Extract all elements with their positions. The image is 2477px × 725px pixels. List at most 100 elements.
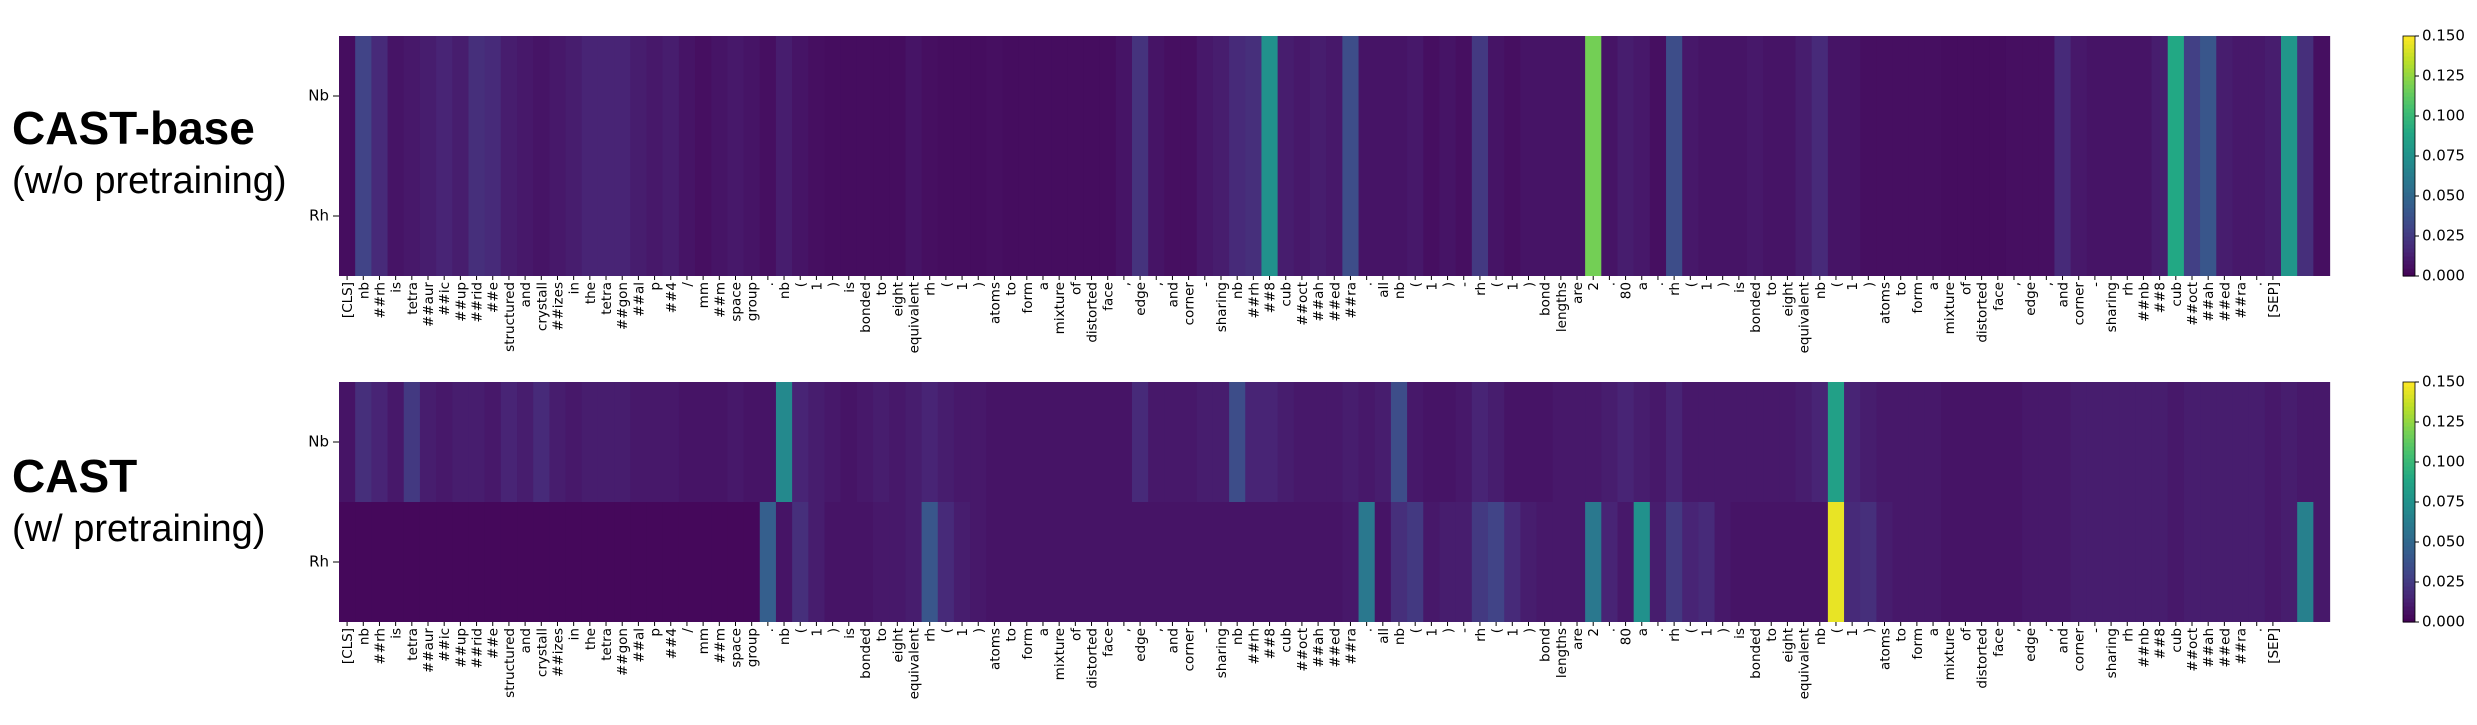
heatmap-cell xyxy=(1827,502,1845,622)
heatmap-cell xyxy=(1714,36,1732,156)
x-tick-label: corner xyxy=(2072,282,2088,326)
heatmap-cell xyxy=(2248,382,2266,502)
heatmap-cell xyxy=(1455,382,1473,502)
heatmap-cell xyxy=(1261,382,1279,502)
colorbar-segment xyxy=(2403,526,2415,531)
colorbar-tick-label: 0.100 xyxy=(2422,453,2465,471)
x-tick-label: ##oct xyxy=(2185,282,2201,326)
colorbar-segment xyxy=(2403,434,2415,439)
heatmap-cell xyxy=(775,156,793,276)
heatmap-cell xyxy=(905,382,923,502)
heatmap-cell xyxy=(1957,156,1975,276)
heatmap-cell xyxy=(1552,36,1570,156)
x-tick-label: / xyxy=(680,628,696,633)
heatmap-cell xyxy=(1196,156,1214,276)
heatmap-cell xyxy=(1649,382,1667,502)
heatmap-cell xyxy=(792,382,809,502)
heatmap-cell xyxy=(1439,502,1457,622)
heatmap-cell xyxy=(1536,382,1554,502)
heatmap-cell xyxy=(1002,382,1020,502)
x-tick-label: ##m xyxy=(712,282,728,318)
heatmap-cell xyxy=(419,502,437,622)
colorbar-segment xyxy=(2403,48,2415,53)
heatmap-cell xyxy=(1633,502,1651,622)
heatmap-cell xyxy=(484,156,502,276)
colorbar-segment xyxy=(2403,100,2415,105)
heatmap-cell xyxy=(1083,36,1101,156)
colorbar-segment xyxy=(2403,196,2415,201)
x-tick-label: a xyxy=(1635,628,1651,636)
x-tick-label: 1 xyxy=(1845,628,1861,637)
x-tick-label: , xyxy=(1149,282,1165,286)
heatmap-cell xyxy=(1310,502,1327,622)
heatmap-cell xyxy=(2216,36,2234,156)
x-tick-label: ##gon xyxy=(615,628,631,676)
x-tick-label: ( xyxy=(1683,628,1699,633)
colorbar-segment xyxy=(2403,204,2415,209)
heatmap-cell xyxy=(646,382,664,502)
heatmap-cell xyxy=(2054,156,2072,276)
heatmap-cell xyxy=(727,502,745,622)
colorbar-segment xyxy=(2403,402,2415,407)
colorbar-segment xyxy=(2403,64,2415,69)
heatmap-cell xyxy=(1698,36,1716,156)
heatmap-cell xyxy=(1520,382,1538,502)
heatmap-cell xyxy=(1488,156,1505,276)
heatmap-cell xyxy=(1973,36,1991,156)
heatmap-cell xyxy=(1148,502,1165,622)
colorbar-segment xyxy=(2403,594,2415,599)
heatmap-cell xyxy=(1488,382,1505,502)
x-tick-label: atoms xyxy=(1878,628,1894,670)
heatmap-cell xyxy=(1455,156,1473,276)
x-tick-label: . xyxy=(1651,282,1667,286)
colorbar-segment xyxy=(2403,216,2415,221)
x-tick-label: of xyxy=(1958,627,1974,641)
x-tick-label: ##ah xyxy=(2201,628,2217,667)
heatmap-cell xyxy=(1682,502,1699,622)
heatmap-cell xyxy=(970,36,987,156)
x-tick-label: . xyxy=(1602,282,1618,286)
heatmap-cell xyxy=(986,36,1004,156)
panel-title-cast-base: CAST-base (w/o pretraining) xyxy=(12,100,287,206)
heatmap-cell xyxy=(1957,502,1975,622)
x-tick-label: ) xyxy=(1716,282,1732,287)
x-tick-label: nb xyxy=(1230,282,1246,299)
heatmap-cell xyxy=(1051,36,1068,156)
heatmap-cell xyxy=(1973,382,1991,502)
heatmap-cell xyxy=(1763,502,1780,622)
x-tick-label: ##ed xyxy=(1327,628,1343,668)
heatmap-cell xyxy=(953,502,971,622)
heatmap-cell xyxy=(1342,502,1360,622)
colorbar-segment xyxy=(2403,224,2415,229)
heatmap-cell xyxy=(1730,36,1748,156)
heatmap-cell xyxy=(970,382,987,502)
x-tick-label: a xyxy=(1036,282,1052,290)
colorbar-segment xyxy=(2403,494,2415,499)
x-tick-label: ##ah xyxy=(2201,282,2217,321)
x-tick-label: 1 xyxy=(955,282,971,291)
heatmap-cell xyxy=(1779,502,1797,622)
heatmap-cell xyxy=(1924,36,1942,156)
heatmap-cell xyxy=(937,502,955,622)
heatmap-cell xyxy=(695,382,712,502)
heatmap-cell xyxy=(937,36,955,156)
heatmap-cell xyxy=(1342,382,1360,502)
x-tick-label: nb xyxy=(356,282,372,299)
heatmap-cell xyxy=(1164,156,1182,276)
heatmap-cell xyxy=(614,502,631,622)
heatmap-cell xyxy=(468,382,486,502)
heatmap-cell xyxy=(1277,382,1295,502)
heatmap-cell xyxy=(1034,156,1052,276)
heatmap-cell xyxy=(1633,36,1651,156)
heatmap-cell xyxy=(581,36,599,156)
heatmap-cell xyxy=(2167,36,2185,156)
heatmap-cell xyxy=(2086,156,2104,276)
heatmap-cell xyxy=(2264,156,2282,276)
heatmap-cell xyxy=(1682,36,1699,156)
x-tick-label: ##ic xyxy=(437,628,453,662)
heatmap-cell xyxy=(727,36,745,156)
heatmap-cell xyxy=(2264,36,2282,156)
y-tick-label: Rh xyxy=(309,207,329,225)
x-tick-label: tetra xyxy=(599,282,615,315)
x-tick-label: ) xyxy=(826,628,842,633)
